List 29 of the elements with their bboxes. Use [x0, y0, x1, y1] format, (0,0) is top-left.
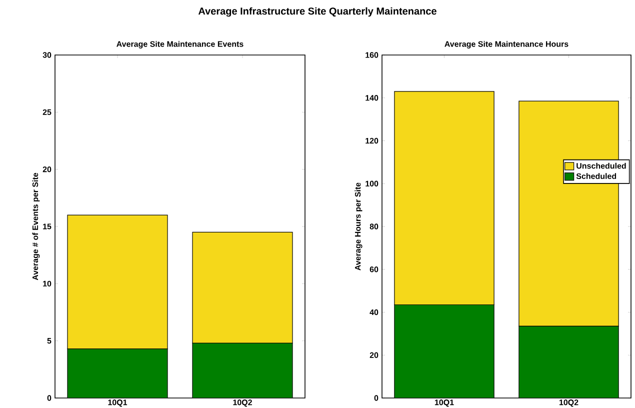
y-tick-label: 0 — [47, 395, 52, 401]
bar — [67, 348, 168, 398]
legend-label: Unscheduled — [576, 162, 626, 169]
y-tick-label: 100 — [366, 180, 378, 186]
y-tick-label: 0 — [374, 395, 378, 401]
y-tick-label: 160 — [366, 52, 378, 58]
y-tick-label: 5 — [47, 338, 52, 344]
legend-label: Scheduled — [576, 173, 616, 179]
x-tick-label: 10Q2 — [233, 400, 252, 407]
y-tick-label: 10 — [43, 280, 52, 286]
y-axis-title: Average Hours per Site — [354, 182, 362, 270]
y-axis-title: Average # of Events per Site — [32, 172, 40, 280]
chart-title: Average Site Maintenance Hours — [444, 40, 568, 48]
x-tick-label: 10Q1 — [108, 400, 128, 407]
y-tick-label: 15 — [43, 224, 52, 230]
y-tick-label: 30 — [42, 52, 52, 58]
y-tick-label: 20 — [370, 352, 378, 358]
y-tick-label: 20 — [42, 166, 52, 172]
bar — [192, 342, 293, 398]
text: Average Infrastructure Site Quarterly Maintenance — [198, 7, 436, 17]
y-tick-label: 120 — [366, 138, 378, 144]
y-tick-label: 25 — [42, 109, 52, 115]
y-tick-label: 80 — [370, 224, 378, 230]
x-tick-label: 10Q1 — [434, 400, 454, 407]
x-tick-label: 10Q2 — [559, 400, 578, 407]
y-tick-label: 40 — [370, 309, 378, 316]
chart-title: Average Site Maintenance Events — [116, 40, 244, 48]
y-tick-label: 60 — [370, 266, 378, 272]
y-tick-label: 140 — [366, 95, 378, 101]
